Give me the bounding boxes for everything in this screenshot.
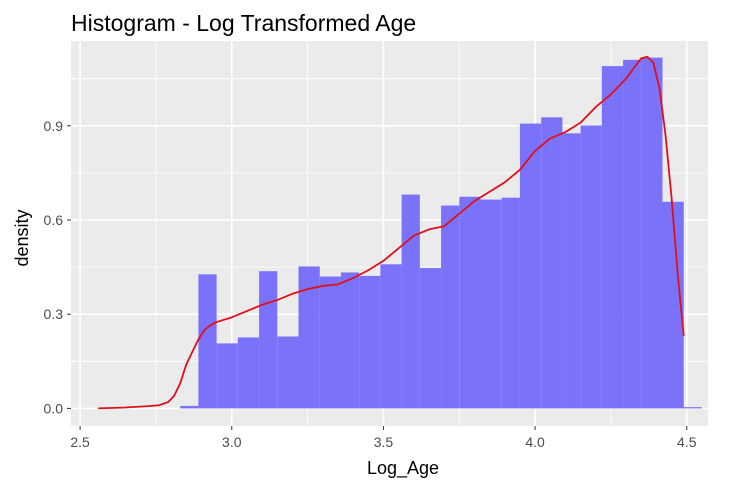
x-tick-label: 4.5 bbox=[677, 434, 697, 450]
y-tick-label: 0.6 bbox=[44, 212, 64, 228]
histogram-bar bbox=[623, 59, 642, 409]
histogram-bars bbox=[180, 57, 702, 409]
x-tick-label: 3.0 bbox=[222, 434, 242, 450]
y-axis: 0.0 0.3 0.6 0.9 bbox=[44, 118, 71, 416]
y-tick-label: 0.0 bbox=[44, 400, 64, 416]
histogram-bar bbox=[401, 194, 420, 409]
y-axis-title: density bbox=[12, 209, 32, 266]
histogram-bar bbox=[359, 275, 381, 409]
density-curve bbox=[98, 55, 685, 410]
histogram-bar bbox=[237, 337, 260, 409]
histogram-bar bbox=[641, 57, 663, 409]
x-tick-label: 3.5 bbox=[374, 434, 394, 450]
y-tick-label: 0.9 bbox=[44, 118, 64, 134]
x-axis-title: Log_Age bbox=[367, 458, 439, 479]
histogram-bar bbox=[662, 201, 684, 409]
histogram-bar bbox=[340, 272, 360, 409]
histogram-bar bbox=[519, 123, 542, 409]
chart-title: Histogram - Log Transformed Age bbox=[71, 10, 416, 36]
histogram-bar bbox=[501, 197, 520, 409]
histogram-bar bbox=[562, 133, 581, 409]
x-axis: 2.5 3.0 3.5 4.0 4.5 bbox=[70, 426, 697, 450]
y-tick-label: 0.3 bbox=[44, 306, 64, 322]
histogram-bar bbox=[601, 66, 624, 409]
histogram-bar bbox=[198, 274, 217, 409]
histogram-bar bbox=[480, 199, 502, 409]
x-tick-label: 4.0 bbox=[525, 434, 545, 450]
histogram-bar bbox=[180, 405, 199, 409]
histogram-bar bbox=[459, 196, 481, 409]
histogram-bar bbox=[319, 276, 341, 409]
histogram-bar bbox=[380, 264, 402, 409]
x-tick-label: 2.5 bbox=[70, 434, 90, 450]
histogram-bar bbox=[259, 271, 278, 409]
histogram-bar bbox=[541, 117, 563, 409]
histogram-bar bbox=[216, 343, 238, 409]
histogram-bar bbox=[419, 268, 442, 409]
histogram-bar bbox=[441, 205, 460, 409]
histogram-bar bbox=[277, 336, 299, 409]
histogram-bar bbox=[580, 125, 602, 409]
histogram-bar bbox=[683, 407, 702, 409]
histogram-bar bbox=[298, 266, 320, 409]
